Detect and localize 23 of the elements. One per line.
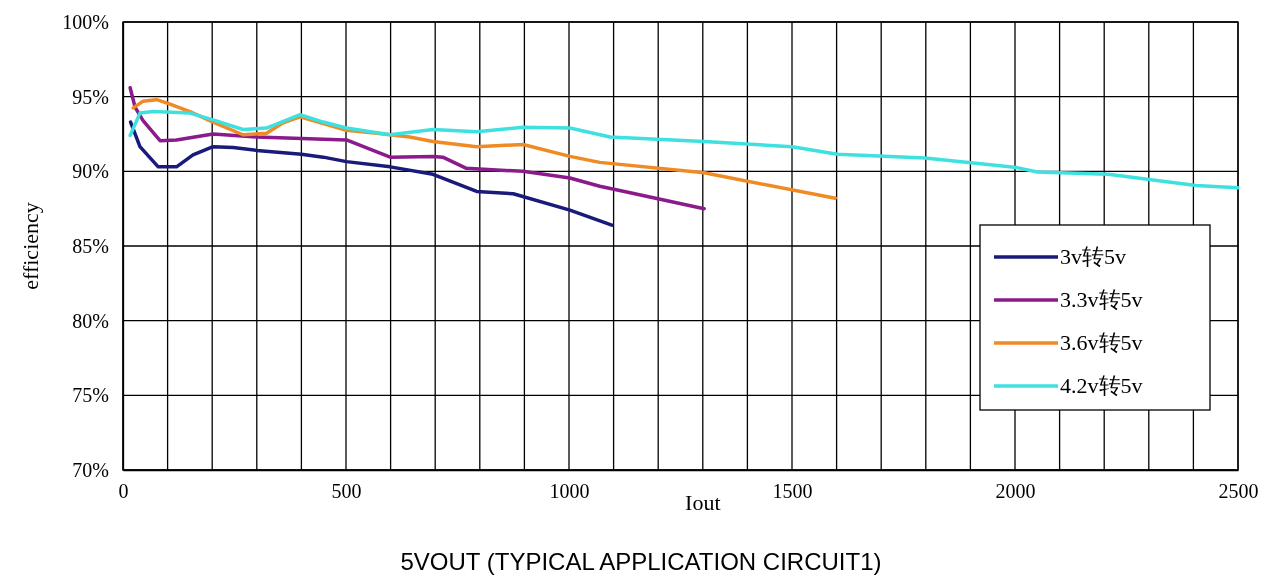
- legend-label: 3.6v转5v: [1060, 330, 1143, 355]
- x-tick-label: 2000: [995, 480, 1036, 503]
- y-tick-label: 100%: [62, 10, 109, 33]
- x-tick-label: 0: [118, 480, 129, 503]
- y-axis-title: efficiency: [18, 202, 43, 290]
- x-tick-label: 500: [331, 480, 362, 503]
- y-tick-label: 90%: [72, 160, 109, 183]
- x-tick-label: 2500: [1218, 480, 1259, 503]
- legend-label: 3v转5v: [1060, 244, 1126, 269]
- y-tick-label: 75%: [72, 384, 109, 407]
- y-tick-label: 85%: [72, 234, 109, 257]
- x-tick-label: 1000: [549, 480, 590, 503]
- y-tick-label: 70%: [72, 458, 109, 481]
- y-tick-label: 80%: [72, 309, 109, 332]
- legend-label: 3.3v转5v: [1060, 287, 1143, 312]
- legend-label: 4.2v转5v: [1060, 373, 1143, 398]
- text: 5VOUT (TYPICAL APPLICATION CIRCUIT1): [400, 548, 882, 575]
- line-series: [128, 120, 614, 227]
- y-tick-label: 95%: [72, 85, 109, 108]
- x-tick-label: 1500: [772, 480, 813, 503]
- line-series: [128, 85, 706, 211]
- x-axis-title: Iout: [685, 490, 721, 515]
- line-series: [128, 109, 1240, 190]
